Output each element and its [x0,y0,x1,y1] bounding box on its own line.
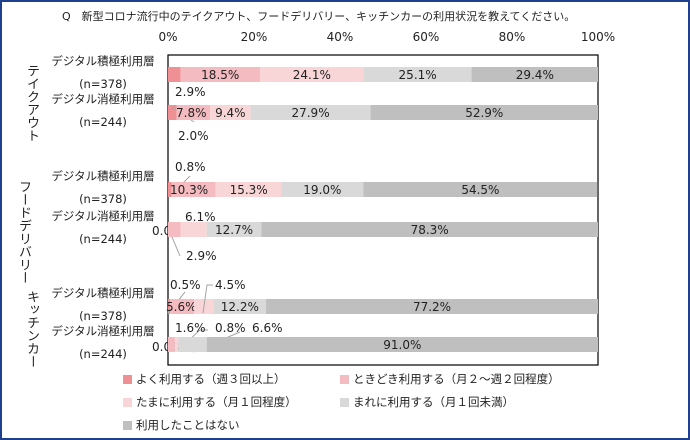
row-n-label: (n=244) [79,115,127,129]
bar-segment [363,182,598,197]
bar-segment [261,222,598,237]
data-label: 24.1% [293,68,331,82]
data-label: 1.6% [175,321,206,335]
data-label: 19.0% [303,183,341,197]
bar-segment [206,337,598,352]
legend-label: たまに利用する（月１回程度） [136,395,297,409]
bar-segment [174,337,179,352]
bar-segment [171,182,216,197]
leader-line [202,284,213,314]
bar-segment [471,67,598,82]
bar-segment [168,299,171,314]
legend-swatch [123,374,132,384]
data-label: 6.1% [185,210,216,224]
row-n-label: (n=244) [79,347,127,361]
x-tick-label: 80% [499,30,526,44]
group-label-delivery-line1: フード [16,180,31,219]
row-label: デジタル積極利用層 [51,54,155,68]
data-label: 0.5% [170,278,201,292]
data-label: 54.5% [461,183,499,197]
bar-segment [206,222,262,237]
bar-segment [260,67,364,82]
bar-segment [168,222,181,237]
legend-label: よく利用する（週３回以上） [136,372,286,386]
row-n-label: (n=378) [79,309,127,323]
data-label: 7.8% [176,106,207,120]
legend-item: たまに利用する（月１回程度） [123,394,297,410]
row-n-label: (n=378) [79,77,127,91]
row-label: デジタル消極利用層 [51,209,155,223]
data-label: 15.3% [230,183,268,197]
x-tick-label: 40% [327,30,354,44]
bar-segment [168,337,175,352]
data-label: 12.2% [221,300,259,314]
bar-segment [250,105,371,120]
legend-label: 利用したことはない [136,418,240,432]
group-label-delivery-line2: デリバリー [16,219,31,284]
row-label: デジタル積極利用層 [51,286,155,300]
chart-title: Q 新型コロナ流行中のテイクアウト、フードデリバリー、キッチンカーの利用状況を教… [62,10,576,23]
x-tick-label: 0% [158,30,177,44]
legend-item: よく利用する（週３回以上） [123,371,286,387]
data-label: 12.7% [215,223,253,237]
legend-swatch [123,397,132,407]
bar-segment [370,105,598,120]
data-label: 10.3% [170,183,208,197]
bar-segment [213,299,267,314]
bar-segment [176,105,211,120]
data-label: 29.4% [516,68,554,82]
legend-swatch [340,397,349,407]
bar-segment [170,299,195,314]
legend-item: ときどき利用する（月２～週２回程度） [340,371,560,387]
row-n-label: (n=244) [79,232,127,246]
bar-segment [180,222,207,237]
leader-line [171,236,181,257]
bar-segment [180,67,261,82]
x-tick-label: 60% [413,30,440,44]
bar-segment [363,67,472,82]
legend-swatch [123,420,132,430]
bar-segment [281,182,364,197]
data-label: 2.9% [175,85,206,99]
data-label: 78.3% [411,223,449,237]
group-label-takeout: テイクアウト [24,64,39,142]
bar-segment [178,337,207,352]
x-tick-label: 100% [581,30,615,44]
row-n-label: (n=378) [79,192,127,206]
bar-segment [168,105,177,120]
data-label: 4.5% [215,278,246,292]
bar-segment [210,105,251,120]
data-label: 9.4% [215,106,246,120]
legend-label: まれに利用する（月１回未満） [353,395,514,409]
data-label: 2.0% [178,129,209,143]
row-label: デジタル消極利用層 [51,324,155,338]
data-label: 27.9% [291,106,329,120]
legend-item: 利用したことはない [123,417,240,433]
row-label: デジタル積極利用層 [51,169,155,183]
x-tick-label: 20% [241,30,268,44]
data-label: 5.6% [166,300,197,314]
data-label: 25.1% [399,68,437,82]
data-label: 77.2% [413,300,451,314]
group-label-kitchencar: キッチンカー [24,290,39,368]
row-label: デジタル消極利用層 [51,92,155,106]
data-label: 2.9% [186,249,217,263]
legend-swatch [340,374,349,384]
data-label: 0.8% [175,160,206,174]
bar-segment [168,67,181,82]
data-label: 0.8% [215,321,246,335]
data-label: 6.6% [252,321,283,335]
data-label: 91.0% [383,338,421,352]
group-label-delivery: フードデリバリー [16,180,31,284]
legend-item: まれに利用する（月１回未満） [340,394,514,410]
data-label: 52.9% [465,106,503,120]
plot-border [167,54,599,366]
bar-segment [215,182,282,197]
legend-label: ときどき利用する（月２～週２回程度） [353,372,560,386]
bar-segment [266,299,598,314]
bar-segment [168,182,172,197]
data-label: 18.5% [201,68,239,82]
